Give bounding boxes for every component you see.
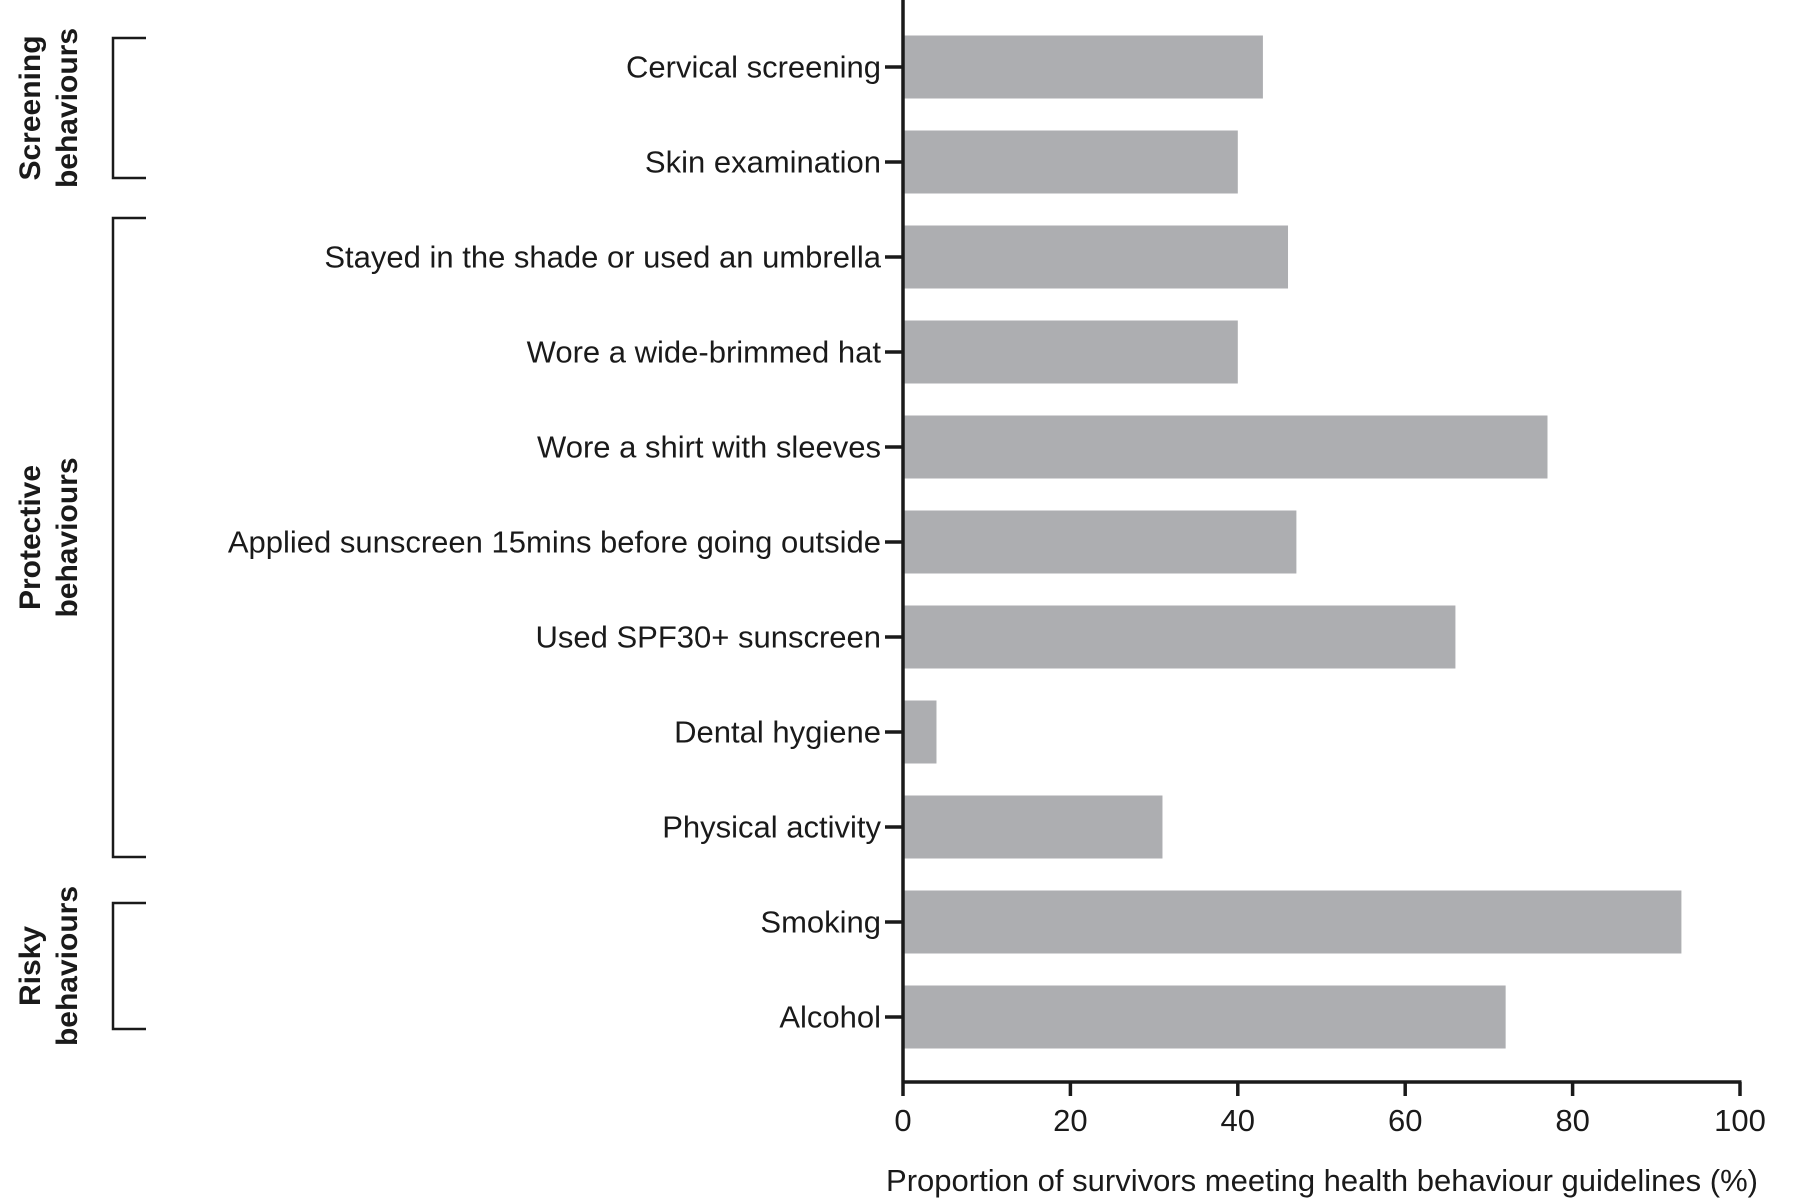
bar [903,320,1238,384]
category-label: Applied sunscreen 15mins before going ou… [228,525,881,560]
group-label-line: Screening [14,35,47,180]
x-tick-label: 100 [1714,1103,1766,1138]
category-label: Wore a shirt with sleeves [537,430,881,465]
x-tick-label: 60 [1388,1103,1422,1138]
y-tick-marks [885,65,903,1019]
x-tick-label: 0 [894,1103,911,1138]
category-label: Smoking [760,905,881,940]
group-label: Screening behaviours [14,28,84,188]
group-label: Risky behaviours [14,886,84,1046]
group-label: Protective behaviours [14,457,84,617]
group-bracket [111,36,146,180]
x-tick-label: 80 [1555,1103,1589,1138]
group-label-line: behaviours [51,28,84,188]
bar [903,605,1456,669]
bar [903,510,1297,574]
category-label: Used SPF30+ sunscreen [536,620,882,655]
group-label-line: Risky [14,926,47,1006]
group-label-line: Protective [14,465,47,610]
bar [903,415,1548,479]
category-label: Wore a wide-brimmed hat [527,335,882,370]
x-tick-label: 40 [1221,1103,1255,1138]
group-label-line: behaviours [51,886,84,1046]
category-label: Dental hygiene [674,715,881,750]
x-axis: 0 20 40 60 80 100 [894,1080,1766,1138]
category-labels: Cervical screening Skin examination Stayed… [228,50,882,1035]
group-bracket [111,901,146,1031]
bar [903,985,1506,1049]
category-label: Cervical screening [626,50,881,85]
group-bracket [111,216,146,859]
category-label: Stayed in the shade or used an umbrella [324,240,881,275]
category-label: Physical activity [662,810,881,845]
bar [903,795,1163,859]
bars-group [903,35,1682,1049]
category-label: Alcohol [779,1000,881,1035]
bar [903,225,1289,289]
x-tick-label: 20 [1053,1103,1087,1138]
x-axis-title: Proportion of survivors meeting health b… [886,1163,1758,1198]
bar [903,35,1263,99]
bar [903,700,937,764]
category-label: Skin examination [645,145,881,180]
bar [903,130,1238,194]
bar [903,890,1682,954]
group-label-line: behaviours [51,457,84,617]
